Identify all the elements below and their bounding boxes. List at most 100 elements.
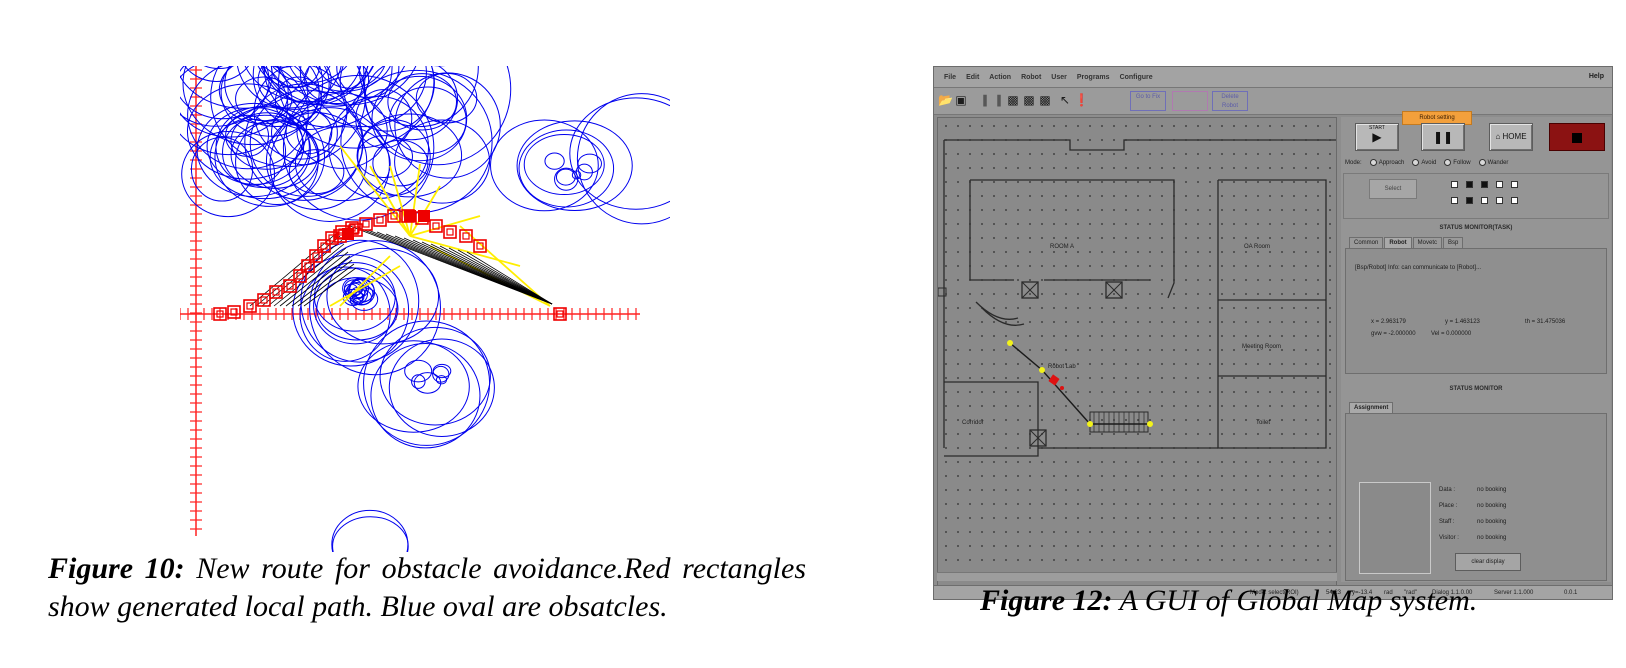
- checkbox[interactable]: [1451, 197, 1458, 204]
- menu-item-programs[interactable]: Programs: [1076, 73, 1110, 81]
- tab-assignment[interactable]: Assignment: [1349, 402, 1394, 413]
- grid-dot: [1209, 489, 1211, 491]
- menu-item-action[interactable]: Action: [989, 73, 1012, 81]
- checkbox[interactable]: [1511, 181, 1518, 188]
- sensor-beam: [369, 165, 411, 237]
- label-robot-lab: Robot Lab: [1048, 364, 1076, 370]
- grid-dot: [1017, 545, 1019, 547]
- menu-item-file[interactable]: File: [944, 73, 957, 81]
- grid-dot: [1113, 125, 1115, 127]
- map-horizontal-scrollbar[interactable]: [937, 572, 1337, 581]
- grid-dot: [1317, 475, 1319, 477]
- mode-wander[interactable]: Wander: [1478, 157, 1508, 169]
- room-wall: [944, 381, 1039, 457]
- checkbox[interactable]: [1481, 181, 1488, 188]
- checkbox[interactable]: [1466, 181, 1473, 188]
- grid-dot: [1005, 503, 1007, 505]
- obstacle-oval: [379, 326, 491, 426]
- grid-dot: [1149, 419, 1151, 421]
- grid-dot: [1293, 209, 1295, 211]
- robot-tool-icon[interactable]: ∥: [982, 93, 988, 107]
- grid-dot: [1293, 195, 1295, 197]
- grid-dot: [1125, 349, 1127, 351]
- status-monitor-task-title: STATUS MONITOR(TASK): [1439, 225, 1513, 231]
- open-folder-icon[interactable]: 📂: [938, 93, 953, 107]
- grid-dot: [981, 489, 983, 491]
- obstacle-blob: [577, 153, 602, 174]
- delete-robot-button[interactable]: Delete Robot: [1212, 91, 1248, 111]
- grid-dot: [1281, 377, 1283, 379]
- camera-icon[interactable]: ▩: [1007, 93, 1019, 107]
- checkbox[interactable]: [1496, 197, 1503, 204]
- menu-item-configure[interactable]: Configure: [1119, 73, 1153, 81]
- start-button[interactable]: START ▶: [1355, 123, 1399, 151]
- grid-dot: [1005, 447, 1007, 449]
- checkbox[interactable]: [1466, 197, 1473, 204]
- grid-dot: [1257, 167, 1259, 169]
- grid-dot: [1185, 559, 1187, 561]
- camera-2-icon[interactable]: ▩: [1023, 93, 1035, 107]
- pause-button[interactable]: ❚❚: [1421, 123, 1465, 151]
- mode-approach[interactable]: Approach: [1369, 157, 1404, 169]
- grid-dot: [1305, 475, 1307, 477]
- grid-dot: [1293, 377, 1295, 379]
- grid-dot: [1281, 209, 1283, 211]
- checkbox[interactable]: [1496, 181, 1503, 188]
- menu-item-robot[interactable]: Robot: [1021, 73, 1042, 81]
- grid-dot: [1089, 531, 1091, 533]
- grid-dot: [1245, 545, 1247, 547]
- clear-display-button[interactable]: clear display: [1455, 553, 1521, 571]
- grid-dot: [945, 545, 947, 547]
- tab-movetc[interactable]: Movetc: [1412, 237, 1443, 248]
- grid-dot: [1077, 321, 1079, 323]
- save-icon[interactable]: ▣: [955, 93, 967, 107]
- grid-dot: [1137, 531, 1139, 533]
- obstacle-oval: [206, 107, 305, 185]
- checkbox[interactable]: [1481, 197, 1488, 204]
- global-map-view[interactable]: ROOM A OA Room Meeting Room Corridor Toilet R…: [937, 117, 1337, 589]
- mode-follow[interactable]: Follow: [1444, 157, 1471, 169]
- grid-dot: [945, 391, 947, 393]
- person-icon[interactable]: ❗: [1074, 93, 1089, 107]
- grid-dot: [1269, 237, 1271, 239]
- floor-plan-map[interactable]: ROOM A OA Room Meeting Room Corridor Toilet R…: [938, 118, 1336, 588]
- tab-common[interactable]: Common: [1349, 237, 1384, 248]
- grid-dot: [1281, 293, 1283, 295]
- grid-dot: [981, 335, 983, 337]
- tab-bsp[interactable]: Bsp: [1443, 237, 1464, 248]
- display-area: [1359, 482, 1431, 574]
- grid-dot: [993, 223, 995, 225]
- grid-dot: [1317, 125, 1319, 127]
- home-button[interactable]: ⌂ HOME: [1489, 123, 1533, 151]
- grid-dot: [1281, 167, 1283, 169]
- path-rectangle: [213, 307, 227, 321]
- grid-dot: [945, 125, 947, 127]
- grid-dot: [1257, 307, 1259, 309]
- camera-3-icon[interactable]: ▩: [1039, 93, 1051, 107]
- obstacle-oval: [569, 97, 670, 210]
- mode-avoid[interactable]: Avoid: [1412, 157, 1436, 169]
- tab-robot[interactable]: Robot: [1384, 237, 1412, 248]
- grid-dot: [1329, 209, 1331, 211]
- goto-fix-button[interactable]: Go to Fix: [1130, 91, 1166, 111]
- grid-dot: [945, 377, 947, 379]
- grid-dot: [1149, 251, 1151, 253]
- grid-dot: [1293, 503, 1295, 505]
- menu-help[interactable]: Help: [1588, 73, 1604, 80]
- grid-dot: [1329, 363, 1331, 365]
- checkbox[interactable]: [1511, 197, 1518, 204]
- menu-item-edit[interactable]: Edit: [966, 73, 980, 81]
- select-button[interactable]: Select: [1369, 179, 1417, 199]
- menu-item-user[interactable]: User: [1051, 73, 1067, 81]
- robot-tool-2-icon[interactable]: ∥: [996, 93, 1002, 107]
- pointer-icon[interactable]: ↖: [1059, 93, 1071, 107]
- checkbox[interactable]: [1451, 181, 1458, 188]
- obstacle-oval: [292, 254, 410, 367]
- grid-dot: [1005, 195, 1007, 197]
- grid-dot: [1089, 433, 1091, 435]
- grid-dot: [1149, 461, 1151, 463]
- grid-dot: [1221, 237, 1223, 239]
- stop-button[interactable]: [1549, 123, 1605, 151]
- grid-dot: [957, 531, 959, 533]
- obstacle-oval: [263, 66, 393, 128]
